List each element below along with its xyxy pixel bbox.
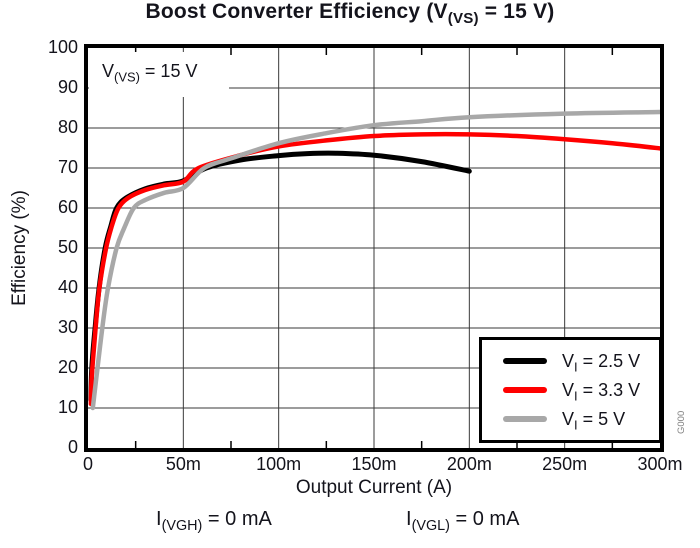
y-tick-label: 80 bbox=[57, 117, 78, 137]
figure-code-watermark: G000 bbox=[676, 410, 687, 434]
footnote-subscript: (VGL) bbox=[411, 518, 450, 534]
y-tick-label: 10 bbox=[57, 397, 78, 417]
annotation-subscript: (VS) bbox=[114, 69, 140, 85]
legend-label: VI = 2.5 V bbox=[562, 350, 641, 375]
legend-item-5v: VI = 5 V bbox=[503, 408, 659, 433]
legend-text: V bbox=[562, 379, 575, 400]
y-tick-label: 30 bbox=[57, 317, 78, 337]
supply-voltage-annotation: V(VS) = 15 V bbox=[89, 52, 229, 97]
legend-subscript: I bbox=[574, 388, 578, 404]
footnote-subscript: (VGH) bbox=[161, 518, 203, 534]
chart-title-text: Boost Converter Efficiency (V bbox=[145, 0, 448, 23]
y-axis-label: Efficiency (%) bbox=[9, 190, 30, 306]
legend-text-end: = 2.5 V bbox=[577, 350, 641, 371]
x-tick-label: 50m bbox=[165, 454, 201, 474]
legend-label: VI = 5 V bbox=[562, 408, 626, 433]
x-tick-label: 100m bbox=[256, 454, 302, 474]
legend-swatch-gray bbox=[503, 416, 547, 422]
x-tick-label: 150m bbox=[351, 454, 397, 474]
legend-box: VI = 2.5 V VI = 3.3 V VI = 5 V bbox=[479, 337, 662, 443]
legend-label: VI = 3.3 V bbox=[562, 379, 641, 404]
annotation-text-end: = 15 V bbox=[139, 61, 198, 81]
footnote-ivgh: I(VGH) = 0 mA bbox=[156, 508, 272, 534]
y-tick-label: 40 bbox=[57, 277, 78, 297]
y-tick-label: 0 bbox=[67, 437, 78, 457]
legend-text: V bbox=[562, 350, 575, 371]
x-tick-label: 300m bbox=[637, 454, 683, 474]
x-tick-label: 0 bbox=[82, 454, 93, 474]
annotation-text: V bbox=[102, 61, 115, 81]
legend-text-end: = 5 V bbox=[577, 408, 626, 429]
legend-swatch-black bbox=[503, 358, 547, 364]
y-tick-label: 20 bbox=[57, 357, 78, 377]
footnote-text: I bbox=[156, 508, 162, 530]
footnote-ivgl: I(VGL) = 0 mA bbox=[406, 508, 520, 534]
legend-subscript: I bbox=[574, 359, 578, 375]
y-tick-label: 90 bbox=[57, 77, 78, 97]
footnote-text: I bbox=[406, 508, 412, 530]
chart-title-text-end: = 15 V) bbox=[478, 0, 555, 23]
x-tick-label: 250m bbox=[542, 454, 588, 474]
footnote-text-end: = 0 mA bbox=[449, 508, 520, 530]
y-tick-label: 100 bbox=[47, 37, 78, 57]
legend-swatch-red bbox=[503, 387, 547, 393]
legend-item-3v3: VI = 3.3 V bbox=[503, 379, 659, 404]
y-tick-label: 50 bbox=[57, 237, 78, 257]
legend-subscript: I bbox=[574, 417, 578, 433]
legend-text-end: = 3.3 V bbox=[577, 379, 641, 400]
legend-text: V bbox=[562, 408, 575, 429]
x-axis-label: Output Current (A) bbox=[295, 477, 453, 498]
y-tick-label: 60 bbox=[57, 197, 78, 217]
chart-title-subscript: (VS) bbox=[447, 10, 479, 28]
x-tick-label: 200m bbox=[446, 454, 492, 474]
legend-item-2v5: VI = 2.5 V bbox=[503, 350, 659, 375]
y-tick-label: 70 bbox=[57, 157, 78, 177]
footnote-text-end: = 0 mA bbox=[202, 508, 272, 530]
chart-title: Boost Converter Efficiency (V(VS) = 15 V… bbox=[0, 0, 700, 28]
